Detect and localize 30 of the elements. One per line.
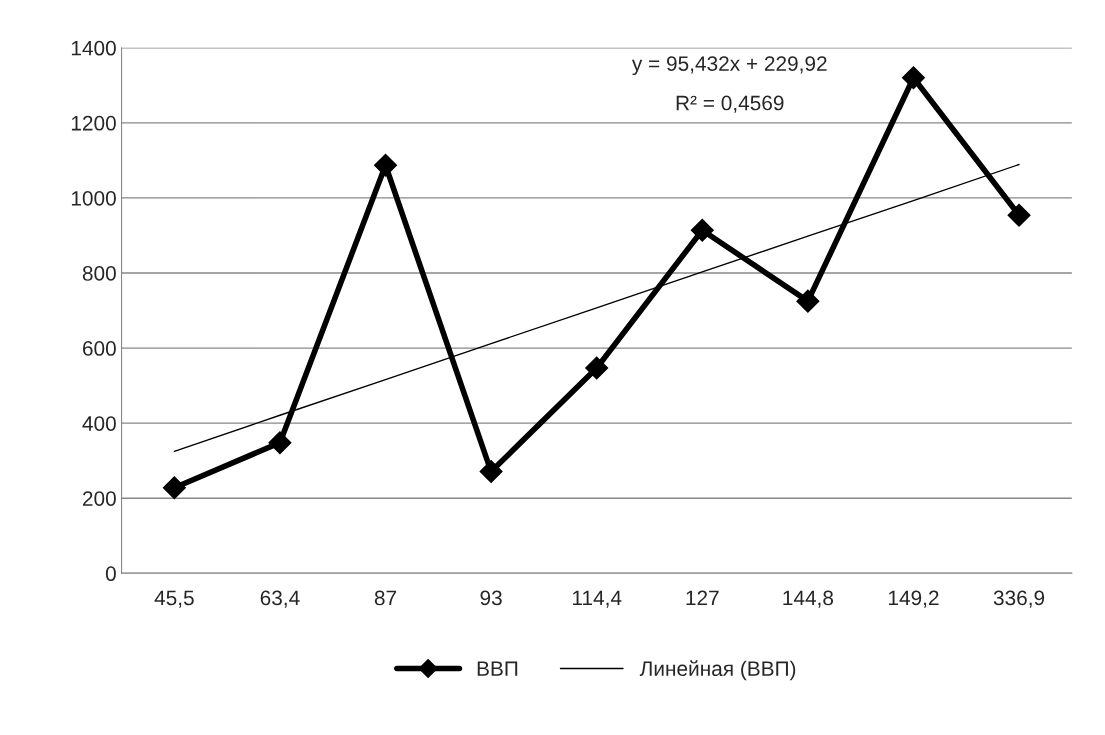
x-tick-label: 63,4 [260,590,300,608]
x-tick-label: 336,9 [993,590,1045,608]
x-tick-label: 45,5 [154,590,194,608]
x-tick-label: 144,8 [783,590,834,608]
point [796,289,820,313]
y-tick-label: 1400 [71,40,116,56]
y-tick-label: 1000 [71,190,116,206]
y-tick-label: 1200 [71,115,116,131]
y-tick-label: 200 [82,491,116,506]
x-tick-label: 127 [686,590,719,606]
point [1007,203,1031,227]
point [374,153,398,177]
x-tick-label: 149,2 [888,590,939,608]
point [268,431,292,455]
point [479,460,503,484]
point [901,66,925,90]
legend-label: ВВП [477,661,518,676]
x-tick-label: 87 [374,590,397,606]
x-tick-label: 93 [480,590,502,606]
y-tick-label: 600 [82,341,116,356]
y-tick-label: 400 [82,416,116,431]
x-tick-label: 114,4 [572,590,622,608]
point [690,218,714,242]
point [585,356,609,380]
y-tick-label: 800 [82,266,116,281]
annotation: y = 95,432x + 229,92 [631,56,827,76]
y-tick-label: 0 [105,566,116,582]
annotation: R² = 0,4569 [676,95,784,113]
point [162,476,186,500]
legend-label: Линейная (ВВП) [639,660,796,681]
